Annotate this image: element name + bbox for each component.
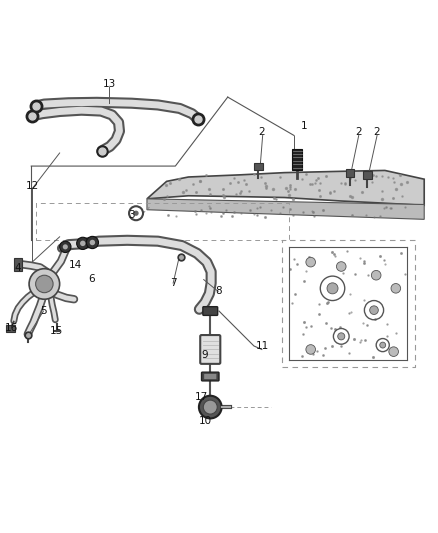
Polygon shape <box>147 171 424 205</box>
Circle shape <box>327 283 338 294</box>
Circle shape <box>134 211 139 216</box>
Circle shape <box>86 236 99 248</box>
Circle shape <box>77 237 89 249</box>
Circle shape <box>336 262 346 271</box>
Text: 2: 2 <box>374 127 380 137</box>
FancyBboxPatch shape <box>203 306 218 316</box>
Circle shape <box>371 270 381 280</box>
Text: 13: 13 <box>102 79 116 89</box>
Circle shape <box>199 395 222 418</box>
FancyBboxPatch shape <box>204 374 216 379</box>
Circle shape <box>29 269 60 299</box>
FancyBboxPatch shape <box>200 335 220 364</box>
Circle shape <box>338 333 345 340</box>
FancyBboxPatch shape <box>363 171 372 179</box>
Circle shape <box>306 257 315 267</box>
Text: 16: 16 <box>5 324 18 334</box>
Circle shape <box>60 241 71 253</box>
Circle shape <box>391 284 401 293</box>
Bar <box>292 149 302 171</box>
Text: 1: 1 <box>301 121 307 131</box>
Text: 6: 6 <box>88 274 95 284</box>
Text: 17: 17 <box>195 392 208 401</box>
Text: 2: 2 <box>258 127 265 137</box>
Polygon shape <box>147 199 424 220</box>
Text: 2: 2 <box>355 127 362 137</box>
Text: 12: 12 <box>25 181 39 191</box>
Text: 10: 10 <box>198 416 212 426</box>
Text: 11: 11 <box>256 341 269 351</box>
Bar <box>6 325 14 332</box>
Text: 3: 3 <box>128 210 135 220</box>
Bar <box>14 258 21 271</box>
Circle shape <box>35 275 53 293</box>
Text: 15: 15 <box>50 326 63 336</box>
Text: 14: 14 <box>69 260 82 270</box>
Circle shape <box>63 244 68 249</box>
Circle shape <box>389 347 399 357</box>
FancyBboxPatch shape <box>201 372 219 381</box>
Text: 8: 8 <box>215 286 222 296</box>
Circle shape <box>203 400 217 414</box>
Text: 4: 4 <box>15 263 21 273</box>
FancyBboxPatch shape <box>346 169 354 177</box>
Text: 9: 9 <box>202 350 208 360</box>
Circle shape <box>370 306 378 314</box>
Circle shape <box>380 342 386 348</box>
Circle shape <box>90 240 95 245</box>
Text: 7: 7 <box>170 278 177 288</box>
Circle shape <box>306 345 315 354</box>
Circle shape <box>80 240 85 246</box>
FancyBboxPatch shape <box>254 163 263 171</box>
Text: 5: 5 <box>40 306 47 316</box>
